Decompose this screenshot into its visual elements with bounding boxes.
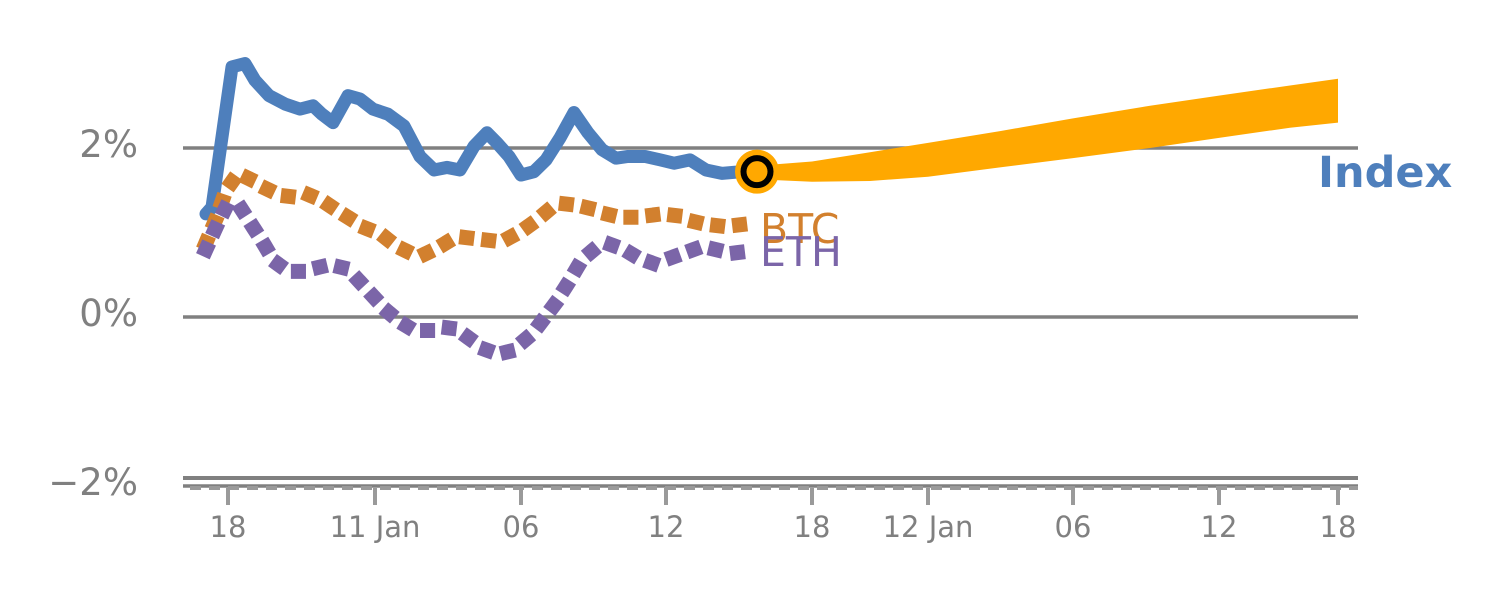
y-tick-label-0: 2% [79,123,138,166]
btc-label: BTC [760,205,840,253]
x-tick-label-8: 18 [1319,510,1357,544]
line-eth [196,196,759,362]
value-markers [735,149,779,194]
x-tick-label-7: 12 [1200,510,1238,544]
x-tick-label-2: 06 [502,510,540,544]
x-tick-label-6: 06 [1054,510,1092,544]
line-btc [196,165,755,262]
forecast-band [757,78,1338,182]
y-tick-label-1: 0% [79,292,138,335]
gridlines [183,146,1358,490]
index-label: Index [1318,148,1453,198]
current-value-marker[interactable] [740,155,774,189]
x-tick-label-4: 18 [793,510,831,544]
forecast-cone [757,78,1338,182]
x-tick-label-5: 12 Jan [882,510,974,544]
y-tick-label-2: −2% [48,461,138,504]
line-index [199,57,749,221]
eth-label: ETH [760,228,842,276]
series-lines [196,57,759,362]
x-tick-label-0: 18 [209,510,247,544]
x-tick-label-1: 11 Jan [329,510,421,544]
x-tick-label-3: 12 [647,510,685,544]
x-axis-ticks [226,488,1340,505]
